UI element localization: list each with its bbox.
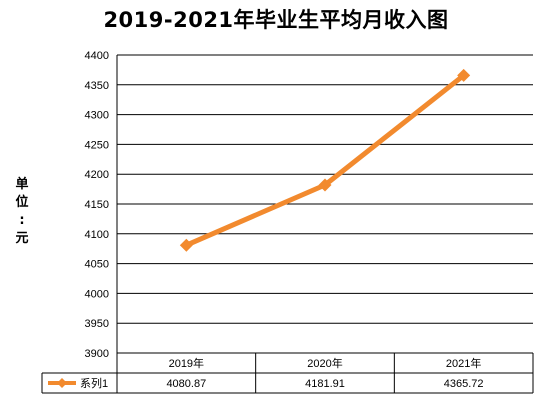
- y-tick-label: 3950: [85, 318, 109, 330]
- series-line: [183, 72, 467, 248]
- y-tick-label: 4200: [85, 169, 109, 181]
- data-table-value: 4365.72: [444, 378, 484, 390]
- data-point-marker: [179, 238, 193, 252]
- y-tick-labels: 3900 3950 4000 4050 4100 4150 4200 4250 4300 4350…: [85, 50, 109, 360]
- series-lines: [179, 68, 471, 252]
- data-table-value: 4181.91: [305, 378, 345, 390]
- x-category-label: 2021年: [446, 356, 481, 370]
- y-tick-label: 4000: [85, 288, 109, 300]
- y-tick-label: 3900: [85, 348, 109, 360]
- gridlines: [116, 54, 533, 354]
- data-point-marker: [318, 178, 332, 192]
- y-axis-label-char: 位: [15, 195, 29, 210]
- y-axis-label: 单 位 : 元: [12, 176, 32, 248]
- data-table-value: 4080.87: [166, 378, 206, 390]
- legend-marker: [57, 378, 67, 388]
- y-tick-label: 4250: [85, 139, 109, 151]
- y-tick-label: 4350: [85, 80, 109, 92]
- y-axis-label-char: 元: [15, 231, 29, 246]
- y-axis-label-char: :: [19, 213, 25, 228]
- y-axis-label-char: 单: [15, 177, 29, 192]
- x-category-label: 2020年: [307, 356, 342, 370]
- chart-title: 2019-2021年毕业生平均月收入图: [103, 8, 449, 32]
- x-category-label: 2019年: [169, 356, 204, 370]
- y-tick-label: 4400: [85, 50, 109, 62]
- data-point-marker: [457, 68, 471, 82]
- y-tick-label: 4050: [85, 259, 109, 271]
- legend-label: 系列1: [80, 376, 108, 390]
- y-tick-label: 4150: [85, 199, 109, 211]
- y-tick-label: 4300: [85, 110, 109, 122]
- y-tick-label: 4100: [85, 229, 109, 241]
